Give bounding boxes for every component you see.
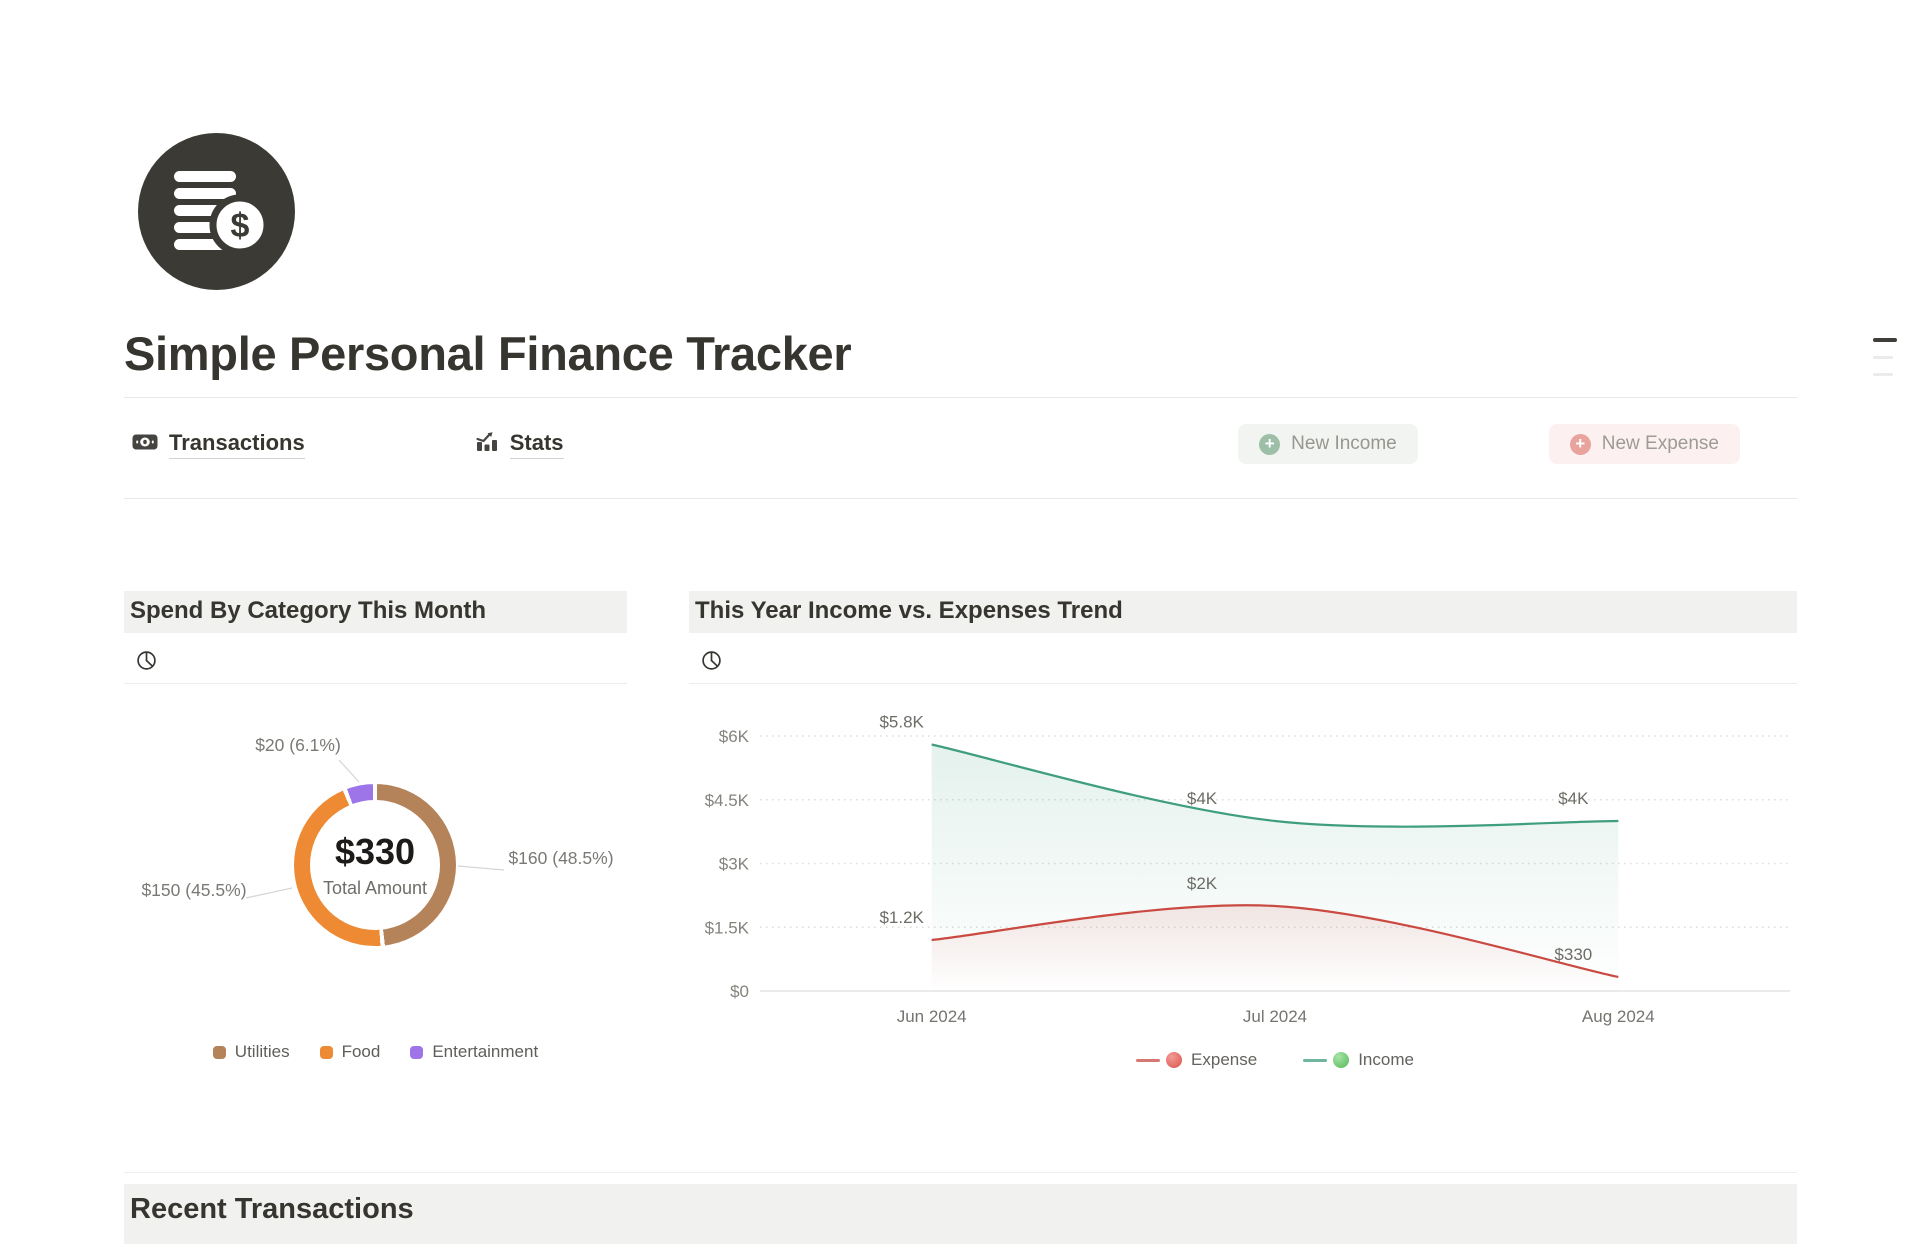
svg-text:$1.2K: $1.2K <box>879 908 924 927</box>
new-expense-label: New Expense <box>1601 433 1719 455</box>
page-title: Simple Personal Finance Tracker <box>124 327 852 380</box>
svg-text:$5.8K: $5.8K <box>879 713 924 732</box>
legend-swatch <box>319 1045 333 1059</box>
donut-ring <box>294 784 456 947</box>
trend-section-title: This Year Income vs. Expenses Trend <box>689 591 1797 634</box>
svg-text:Aug 2024: Aug 2024 <box>1582 1007 1655 1026</box>
new-income-button[interactable]: + New Income <box>1238 424 1418 465</box>
banknote-icon <box>132 432 158 457</box>
donut-total-label: Total Amount <box>322 878 428 899</box>
trend-legend: Expense Income <box>721 1050 1829 1070</box>
divider <box>689 683 1797 685</box>
donut-legend: Utilities Food Entertainment <box>124 1042 627 1062</box>
donut-label-utilities: $160 (48.5%) <box>508 848 614 869</box>
donut-center: $330 Total Amount <box>294 784 456 946</box>
tab-stats-label: Stats <box>509 430 564 459</box>
spend-category-donut-chart: $330 Total Amount $20 (6.1%) $160 (48.5%… <box>124 684 627 1034</box>
legend-swatch <box>410 1045 424 1059</box>
svg-text:$330: $330 <box>1554 945 1592 964</box>
coin-stack-dollar-icon: $ <box>138 133 295 290</box>
divider <box>124 397 1797 399</box>
legend-line-swatch <box>1136 1058 1161 1062</box>
pie-chart-icon <box>136 651 157 675</box>
bar-chart-icon <box>475 430 499 459</box>
divider <box>124 1172 1797 1174</box>
donut-label-entertainment: $20 (6.1%) <box>255 735 341 756</box>
tab-stats[interactable]: Stats <box>475 430 564 459</box>
legend-swatch <box>212 1045 226 1059</box>
tab-transactions-label: Transactions <box>169 430 305 459</box>
legend-item-utilities[interactable]: Utilities <box>212 1042 290 1062</box>
legend-item-food[interactable]: Food <box>319 1042 381 1062</box>
page-content: $ Simple Personal Finance Tracker Transa… <box>124 0 1797 1244</box>
svg-text:$4K: $4K <box>1558 789 1589 808</box>
legend-line-swatch <box>1303 1058 1328 1062</box>
divider <box>124 498 1797 500</box>
svg-text:$4K: $4K <box>1187 789 1218 808</box>
legend-item-income[interactable]: Income <box>1303 1050 1414 1070</box>
legend-label: Food <box>341 1042 381 1062</box>
legend-item-entertainment[interactable]: Entertainment <box>410 1042 538 1062</box>
svg-text:$4.5K: $4.5K <box>705 791 750 810</box>
plus-circle-icon: + <box>1259 433 1281 455</box>
svg-text:$0: $0 <box>730 982 749 1001</box>
svg-text:$6K: $6K <box>719 727 750 746</box>
charts-area: Spend By Category This Month <box>124 591 1797 1070</box>
toc-bar <box>1873 373 1893 376</box>
legend-label: Expense <box>1191 1050 1258 1070</box>
income-expense-trend-chart: $0 $1.5K $3K $4.5K $6K Jun 2024 Jul 2024 Aug 20… <box>705 713 1790 1026</box>
legend-label: Income <box>1358 1050 1414 1070</box>
svg-text:$1.5K: $1.5K <box>705 919 750 938</box>
divider <box>124 683 627 685</box>
page-icon[interactable]: $ <box>138 133 295 290</box>
svg-text:$2K: $2K <box>1187 874 1218 893</box>
recent-transactions-title: Recent Transactions <box>130 1193 414 1226</box>
legend-label: Utilities <box>234 1042 290 1062</box>
pie-chart-icon <box>701 651 722 675</box>
tab-transactions[interactable]: Transactions <box>132 430 305 459</box>
donut-leader-lines <box>245 759 505 899</box>
spend-by-category-section: Spend By Category This Month <box>124 591 627 1070</box>
toc-bar <box>1873 356 1893 359</box>
new-expense-button[interactable]: + New Expense <box>1548 424 1740 465</box>
legend-dot <box>1166 1052 1183 1069</box>
legend-dot <box>1333 1052 1350 1069</box>
svg-text:$3K: $3K <box>719 855 750 874</box>
toc-bar <box>1873 338 1897 342</box>
new-income-label: New Income <box>1291 433 1397 455</box>
spend-section-title: Spend By Category This Month <box>124 591 627 634</box>
svg-text:$: $ <box>231 207 250 245</box>
svg-text:Jul 2024: Jul 2024 <box>1243 1007 1307 1026</box>
plus-circle-icon: + <box>1569 433 1591 455</box>
legend-label: Entertainment <box>432 1042 539 1062</box>
donut-label-food: $150 (45.5%) <box>141 880 247 901</box>
trend-section: This Year Income vs. Expenses Trend $0 $1… <box>689 591 1797 1070</box>
legend-item-expense[interactable]: Expense <box>1136 1050 1257 1070</box>
nav-row: Transactions Stats + New Income + New Ex… <box>124 422 1797 466</box>
table-of-contents-indicator[interactable] <box>1873 338 1897 376</box>
svg-text:Jun 2024: Jun 2024 <box>897 1007 967 1026</box>
donut-total-value: $330 <box>334 831 416 873</box>
recent-transactions-heading: Recent Transactions <box>124 1184 1797 1244</box>
